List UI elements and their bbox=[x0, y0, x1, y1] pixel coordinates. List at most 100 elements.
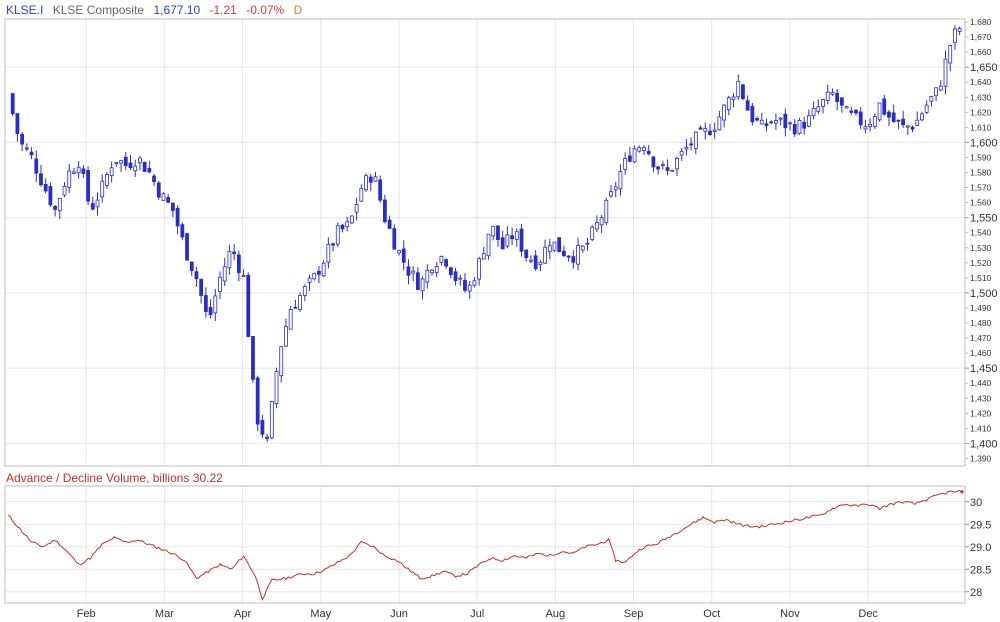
candle-body-down bbox=[86, 170, 90, 202]
candle bbox=[599, 215, 604, 234]
candle-body-up bbox=[491, 225, 496, 237]
candle-body-up bbox=[138, 157, 142, 164]
candle bbox=[194, 266, 199, 287]
candle-body-up bbox=[821, 99, 825, 107]
candle-body-up bbox=[938, 85, 943, 91]
candle-body-down bbox=[392, 228, 397, 250]
y-tick-label-major: 1,550 bbox=[970, 213, 998, 225]
candle bbox=[783, 108, 788, 137]
y-tick-label-major: 1,400 bbox=[970, 438, 998, 450]
candle bbox=[439, 255, 444, 266]
candle bbox=[910, 125, 915, 133]
candle-body-down bbox=[24, 147, 29, 150]
candle bbox=[514, 228, 519, 247]
candle bbox=[670, 169, 675, 172]
candle bbox=[901, 110, 906, 128]
candle bbox=[420, 276, 425, 300]
candle bbox=[293, 299, 298, 309]
candle-body-up bbox=[274, 371, 279, 405]
candle-body-down bbox=[29, 151, 34, 156]
candle bbox=[708, 123, 712, 136]
candle bbox=[406, 259, 411, 285]
candle-body-down bbox=[627, 155, 632, 162]
y-tick-label-minor: 1,510 bbox=[970, 273, 992, 283]
y-tick-label-minor: 1,480 bbox=[970, 318, 992, 328]
candle-body-up bbox=[774, 120, 778, 124]
candle-body-down bbox=[170, 202, 175, 211]
candle bbox=[444, 258, 449, 270]
candle bbox=[854, 109, 858, 116]
candle bbox=[448, 266, 453, 279]
candle bbox=[651, 156, 656, 173]
candle bbox=[557, 237, 562, 253]
lower-panel-frame bbox=[4, 485, 966, 604]
candle-body-up bbox=[486, 233, 491, 257]
candle-body-up bbox=[552, 241, 557, 251]
candle-body-up bbox=[844, 106, 849, 109]
candle-body-down bbox=[147, 168, 152, 173]
candle bbox=[510, 227, 514, 245]
candle bbox=[425, 264, 430, 289]
candle bbox=[698, 125, 703, 130]
candle-body-up bbox=[364, 175, 368, 191]
candle bbox=[835, 88, 840, 111]
candle bbox=[86, 166, 90, 206]
y-tick-label-minor: 1,610 bbox=[970, 122, 992, 132]
x-tick-label: Feb bbox=[77, 608, 96, 620]
candle bbox=[274, 367, 279, 409]
candle bbox=[613, 181, 618, 198]
candle-body-up bbox=[934, 87, 938, 97]
candle-body-up bbox=[321, 262, 326, 277]
x-tick-label: May bbox=[310, 608, 331, 620]
advance-decline-line bbox=[7, 490, 963, 602]
candle bbox=[10, 92, 15, 116]
candle bbox=[632, 145, 637, 164]
candle-body-down bbox=[406, 266, 411, 276]
candle-body-up bbox=[312, 272, 317, 280]
candle-body-up bbox=[580, 245, 585, 251]
candle bbox=[929, 95, 934, 107]
candle-body-down bbox=[783, 113, 788, 129]
candle bbox=[792, 119, 797, 137]
candle-body-down bbox=[708, 130, 712, 136]
candle bbox=[887, 109, 891, 127]
candle bbox=[213, 288, 218, 322]
candle-body-up bbox=[133, 165, 138, 172]
candle-body-up bbox=[57, 198, 62, 212]
candle bbox=[585, 237, 590, 251]
candle-body-down bbox=[260, 420, 265, 435]
candle bbox=[458, 274, 463, 286]
y-tick-label-minor: 1,490 bbox=[970, 303, 992, 313]
candle-body-down bbox=[887, 111, 891, 118]
candle-body-down bbox=[849, 110, 854, 113]
y-tick-label-minor: 1,440 bbox=[970, 378, 992, 388]
lower-y-tick-label: 28 bbox=[970, 587, 982, 599]
candle bbox=[552, 241, 557, 252]
candle bbox=[434, 261, 439, 278]
candle-body-down bbox=[255, 377, 260, 425]
candle bbox=[543, 239, 547, 264]
candle-body-up bbox=[543, 246, 547, 264]
candle-body-up bbox=[467, 284, 472, 292]
candle-body-down bbox=[835, 92, 840, 103]
candle bbox=[524, 249, 529, 262]
symbol-label[interactable]: KLSE.I bbox=[6, 3, 44, 17]
period-flag[interactable]: D bbox=[293, 3, 303, 17]
candle bbox=[816, 99, 821, 114]
candle-body-up bbox=[411, 270, 416, 274]
candle bbox=[317, 265, 321, 284]
candle bbox=[128, 154, 133, 171]
candle-body-up bbox=[114, 162, 119, 165]
candle-body-up bbox=[100, 180, 105, 198]
candle bbox=[938, 79, 943, 92]
candle-body-up bbox=[95, 199, 100, 208]
candle-body-up bbox=[825, 91, 830, 101]
candle bbox=[387, 215, 392, 230]
candle bbox=[750, 102, 755, 126]
candle bbox=[609, 184, 613, 198]
candle bbox=[896, 119, 901, 130]
candle-body-up bbox=[67, 170, 72, 188]
candle bbox=[830, 88, 835, 96]
candle-body-down bbox=[331, 243, 335, 246]
candle-body-up bbox=[505, 234, 510, 247]
